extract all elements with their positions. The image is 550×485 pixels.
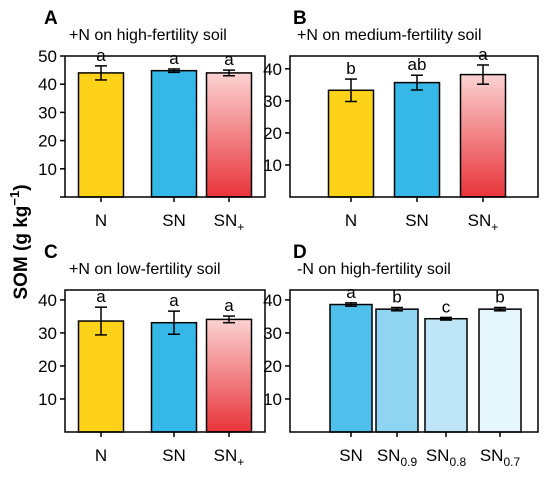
- significance-letter: a: [169, 49, 179, 68]
- bar: [77, 72, 125, 198]
- y-tick-label: 20: [38, 357, 57, 376]
- category-label: SN0.8: [426, 446, 467, 469]
- y-tick-label: 40: [263, 291, 282, 310]
- bar: [329, 303, 373, 433]
- y-tick-label: 30: [263, 92, 282, 111]
- y-tick-label: 10: [38, 160, 57, 179]
- category-label: SN: [162, 446, 186, 465]
- plot-frame: [289, 55, 539, 198]
- y-tick-label: 10: [263, 156, 282, 175]
- significance-letter: a: [96, 287, 106, 306]
- bar: [327, 89, 375, 198]
- category-label: N: [345, 211, 357, 230]
- category-label: SN+: [468, 211, 499, 234]
- bar: [205, 318, 253, 433]
- bar: [205, 72, 253, 198]
- category-label: N: [95, 211, 107, 230]
- panel-letter-d: D: [293, 242, 307, 263]
- y-tick-label: 20: [263, 357, 282, 376]
- panel-b: B+N on medium-fertility soil b Nab SN a SN+ 10…: [263, 8, 539, 234]
- significance-letter: a: [169, 291, 179, 310]
- category-label: SN: [162, 211, 186, 230]
- category-label: SN: [339, 446, 363, 465]
- category-label: N: [95, 446, 107, 465]
- panel-letter-b: B: [293, 8, 307, 29]
- y-axis-label: SOM (g kg−1): [7, 184, 32, 299]
- bar: [375, 308, 419, 433]
- y-tick-label: 10: [38, 390, 57, 409]
- y-tick-label: 40: [263, 60, 282, 79]
- y-tick-label: 10: [263, 390, 282, 409]
- plot-frame: [289, 289, 539, 433]
- significance-letter: c: [442, 297, 451, 316]
- category-label: SN+: [214, 446, 245, 469]
- bar: [77, 320, 125, 433]
- panel-c: C +N on low-fertility soil a Na SN a SN+ 10 20 30…: [38, 242, 266, 469]
- panel-title: -N on high-fertility soil: [297, 261, 451, 278]
- y-tick-label: 50: [38, 47, 57, 66]
- bar: [459, 73, 507, 198]
- bar: [150, 69, 198, 198]
- category-label: SN: [405, 211, 429, 230]
- significance-letter: ab: [408, 55, 427, 74]
- panel-d: D-N on high-fertility soil a SN b SN0.9 c SN0.…: [263, 242, 539, 469]
- y-tick-label: 20: [38, 132, 57, 151]
- category-label: SN0.9: [377, 446, 418, 469]
- panel-title: +N on low-fertility soil: [69, 261, 221, 278]
- y-tick-label: 30: [263, 324, 282, 343]
- y-tick-label: 40: [38, 291, 57, 310]
- y-tick-label: 30: [38, 103, 57, 122]
- significance-letter: a: [346, 283, 356, 302]
- panel-title: +N on high-fertility soil: [69, 27, 227, 44]
- plot-frame: [64, 55, 266, 198]
- panel-letter-a: A: [44, 8, 58, 29]
- category-label: SN+: [214, 211, 245, 234]
- bar: [478, 308, 522, 433]
- y-tick-label: 20: [263, 124, 282, 143]
- significance-letter: a: [224, 296, 234, 315]
- panel-letter-c: C: [44, 242, 58, 263]
- y-tick-label: 30: [38, 324, 57, 343]
- significance-letter: a: [224, 50, 234, 69]
- significance-letter: b: [392, 288, 401, 307]
- bar: [150, 321, 198, 433]
- significance-letter: b: [495, 288, 504, 307]
- significance-letter: b: [346, 59, 355, 78]
- panel-title: +N on medium-fertility soil: [297, 27, 482, 44]
- significance-letter: a: [478, 45, 488, 64]
- y-tick-label: 40: [38, 75, 57, 94]
- plot-frame: [64, 289, 266, 433]
- bar: [424, 317, 468, 433]
- category-label: SN0.7: [480, 446, 521, 469]
- panel-a: A+N on high-fertility soilaNaSNaSN+10203…: [38, 8, 266, 234]
- bar: [393, 81, 441, 198]
